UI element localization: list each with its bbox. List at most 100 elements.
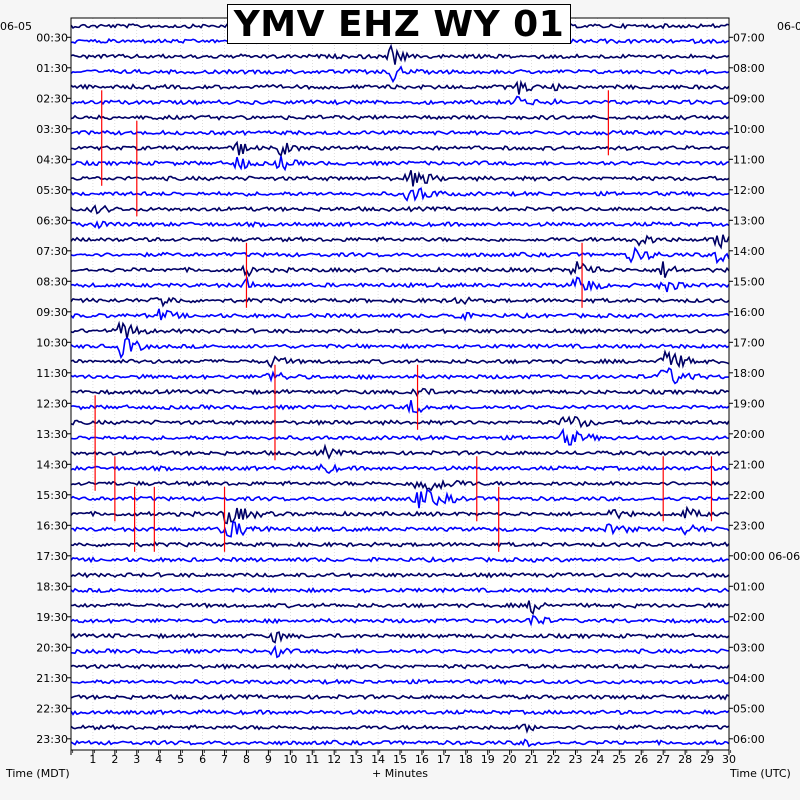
seismic-trace — [70, 337, 730, 360]
seismic-trace — [70, 631, 730, 644]
x-tick-label: 21 — [525, 753, 539, 766]
right-tick-label: 12:00 — [733, 184, 765, 197]
x-tick-label: 20 — [503, 753, 517, 766]
seismic-trace — [70, 663, 730, 671]
seismic-trace — [70, 308, 730, 322]
seismic-trace — [70, 276, 730, 293]
right-tick-label: 04:00 — [733, 672, 765, 685]
left-tick-label: 14:30 — [36, 458, 68, 471]
seismic-trace — [70, 261, 730, 278]
x-tick-label: 9 — [265, 753, 272, 766]
seismic-trace — [70, 170, 730, 187]
left-tick-label: 03:30 — [36, 123, 68, 136]
x-tick-label: 28 — [678, 753, 692, 766]
seismic-trace — [70, 644, 730, 659]
right-tick-label: 08:00 — [733, 62, 765, 75]
seismic-trace — [70, 114, 730, 121]
seismic-trace — [70, 479, 730, 492]
phase-picks — [94, 90, 713, 552]
seismic-trace — [70, 415, 730, 429]
left-tick-label: 19:30 — [36, 611, 68, 624]
seismic-trace — [70, 520, 730, 538]
x-tick-label: 30 — [722, 753, 736, 766]
x-tick-label: 12 — [327, 753, 341, 766]
gridlines — [70, 18, 730, 750]
right-tick-label: 18:00 — [733, 367, 765, 380]
x-tick-label: 23 — [568, 753, 582, 766]
seismic-trace — [70, 541, 730, 548]
x-tick-label: 25 — [612, 753, 626, 766]
right-tick-label: 20:00 — [733, 428, 765, 441]
left-tick-label: 16:30 — [36, 519, 68, 532]
right-tick-label: 22:00 — [733, 489, 765, 502]
seismic-trace — [70, 187, 730, 202]
x-tick-label: 29 — [700, 753, 714, 766]
left-tick-label: 20:30 — [36, 641, 68, 654]
x-tick-label: 4 — [155, 753, 162, 766]
right-tick-label: 14:00 — [733, 245, 765, 258]
seismic-trace — [70, 505, 730, 525]
seismic-trace — [70, 427, 730, 446]
x-tick-label: 27 — [656, 753, 670, 766]
left-tick-label: 06:30 — [36, 214, 68, 227]
right-tick-label: 01:00 — [733, 580, 765, 593]
right-tick-label: 09:00 — [733, 92, 765, 105]
right-tick-label: 21:00 — [733, 458, 765, 471]
seismic-trace — [70, 43, 730, 65]
x-tick-label: 1 — [89, 753, 96, 766]
right-tick-label: 00:00 06-06 — [733, 550, 800, 563]
seismic-trace — [70, 693, 730, 701]
left-tick-label: 17:30 — [36, 550, 68, 563]
x-axis-ticks: 1 2 3 4 5 6 7 8 9 10 11 12 13 14 15 16 17 18 19 20 21 22 23 24 2… — [70, 750, 736, 766]
seismic-trace — [70, 129, 730, 137]
seismic-traces — [70, 22, 730, 748]
left-tick-label: 05:30 — [36, 184, 68, 197]
x-tick-label: 5 — [177, 753, 184, 766]
seismic-trace — [70, 463, 730, 474]
seismic-trace — [70, 678, 730, 686]
x-tick-label: 13 — [349, 753, 363, 766]
seismic-trace — [70, 349, 730, 369]
left-tick-label: 11:30 — [36, 367, 68, 380]
seismic-trace — [70, 387, 730, 398]
seismic-trace — [70, 614, 730, 627]
left-axis-ticks: 00:30 01:30 02:30 03:30 04:30 05:30 06:30 07:30… — [36, 31, 71, 746]
right-tick-label: 17:00 — [733, 336, 765, 349]
seismic-trace — [70, 489, 730, 509]
x-tick-label: 26 — [634, 753, 648, 766]
right-date-label: 06-0 — [777, 20, 800, 33]
left-tick-label: 15:30 — [36, 489, 68, 502]
seismic-trace — [70, 723, 730, 734]
seismic-trace — [70, 738, 730, 748]
left-tick-label: 22:30 — [36, 702, 68, 715]
x-axis-label: + Minutes — [372, 767, 428, 780]
left-tick-label: 01:30 — [36, 62, 68, 75]
x-tick-label: 18 — [459, 753, 473, 766]
seismic-trace — [70, 587, 730, 594]
x-tick-label: 15 — [393, 753, 407, 766]
right-tick-label: 10:00 — [733, 123, 765, 136]
left-date-label: 06-05 — [0, 20, 32, 33]
left-tick-label: 12:30 — [36, 397, 68, 410]
right-tick-label: 03:00 — [733, 641, 765, 654]
seismic-trace — [70, 79, 730, 95]
left-tick-label: 09:30 — [36, 306, 68, 319]
left-axis-label: Time (MDT) — [5, 767, 70, 780]
seismic-trace — [70, 140, 730, 158]
seismic-trace — [70, 367, 729, 385]
seismic-trace — [70, 65, 730, 84]
chart-title-box: YMV EHZ WY 01 — [227, 4, 571, 45]
seismic-trace — [70, 709, 730, 716]
right-tick-label: 11:00 — [733, 153, 765, 166]
right-tick-label: 19:00 — [733, 397, 765, 410]
seismic-trace — [70, 296, 730, 308]
x-tick-label: 17 — [437, 753, 451, 766]
seismic-trace — [70, 95, 730, 106]
left-tick-label: 13:30 — [36, 428, 68, 441]
right-tick-label: 15:00 — [733, 275, 765, 288]
x-tick-label: 16 — [415, 753, 429, 766]
left-tick-label: 18:30 — [36, 580, 68, 593]
x-tick-label: 10 — [283, 753, 297, 766]
left-tick-label: 08:30 — [36, 275, 68, 288]
